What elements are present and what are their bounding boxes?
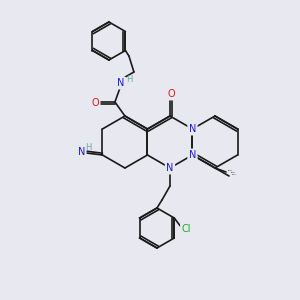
Text: H: H: [126, 76, 132, 85]
Text: O: O: [167, 89, 175, 99]
Text: methyl: methyl: [231, 172, 236, 173]
Text: N: N: [78, 147, 85, 157]
Text: N: N: [189, 150, 196, 160]
Text: N: N: [189, 124, 196, 134]
Text: O: O: [91, 98, 99, 108]
Text: N: N: [166, 163, 174, 173]
Text: H: H: [85, 142, 92, 152]
Text: N: N: [117, 78, 124, 88]
Text: methyl: methyl: [232, 173, 236, 175]
Text: methyl: methyl: [228, 170, 233, 171]
Text: Cl: Cl: [182, 224, 191, 234]
